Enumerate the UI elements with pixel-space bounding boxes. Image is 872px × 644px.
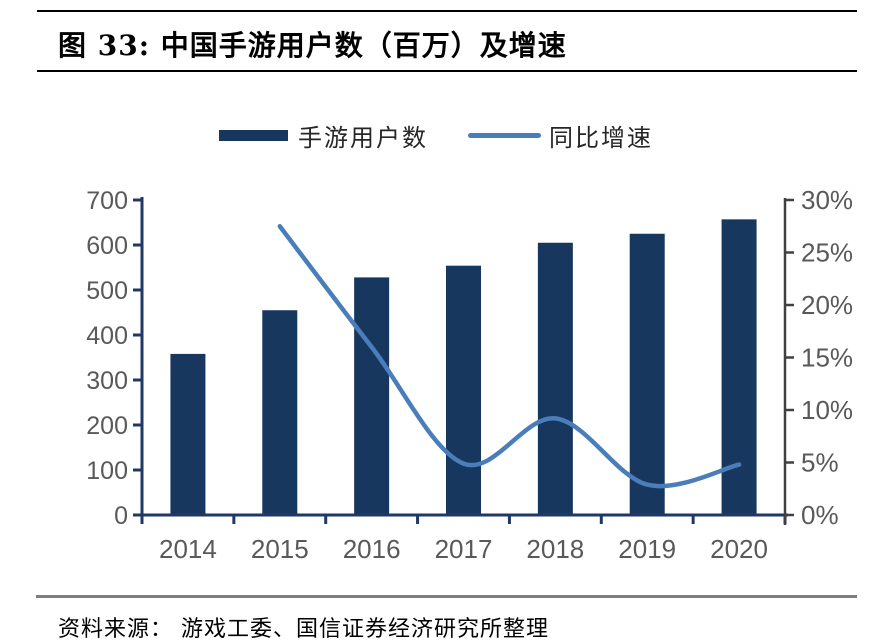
legend-bar-label: 手游用户数: [298, 123, 428, 152]
x-axis-tick-label: 2016: [343, 534, 401, 564]
bar-2019: [629, 233, 665, 515]
bar-2014: [170, 353, 206, 515]
bar-2018: [537, 242, 573, 515]
y2-axis-tick-label: 0%: [801, 500, 839, 530]
x-axis-tick-label: 2019: [618, 534, 676, 564]
x-axis: 2014 2015 2016 2017 2018 2019 2020: [140, 513, 788, 564]
y2-axis-tick-label: 15%: [801, 343, 853, 373]
bar-2016: [354, 277, 390, 515]
title-divider-rule: [37, 70, 857, 72]
figure-title: 图 33: 中国手游用户数（百万）及增速: [58, 29, 567, 62]
y2-axis-tick-label: 25%: [801, 238, 853, 268]
y2-axis-tick-label: 20%: [801, 290, 853, 320]
y2-axis-tick-label: 30%: [801, 185, 853, 215]
x-axis-tick-label: 2017: [435, 534, 493, 564]
y2-axis-tick-label: 10%: [801, 395, 853, 425]
source-divider-rule: [36, 595, 857, 598]
y-axis-tick-label: 600: [86, 232, 128, 260]
y-axis-tick-label: 700: [86, 187, 128, 215]
y-axis-tick-label: 300: [86, 367, 128, 395]
bar-2015: [262, 310, 298, 515]
y2-axis-tick-label: 5%: [801, 448, 839, 478]
top-rule: [37, 10, 857, 12]
y-axis-tick-label: 500: [86, 277, 128, 305]
y-axis-tick-label: 200: [86, 412, 128, 440]
growth-line: [277, 224, 742, 489]
bar-series: [170, 219, 757, 515]
x-axis-tick-label: 2014: [159, 534, 217, 564]
x-axis-tick-label: 2015: [251, 534, 309, 564]
y-axis-tick-label: 0: [114, 502, 128, 530]
legend-line-swatch: [468, 132, 541, 138]
left-axis: 0 100 200 300 400 500 600 700: [86, 187, 144, 530]
source-note: 资料来源： 游戏工委、国信证券经济研究所整理: [58, 617, 549, 642]
chart-legend: 手游用户数 同比增速: [0, 119, 872, 152]
y-axis-tick-label: 400: [86, 322, 128, 350]
y-axis-tick-label: 100: [86, 457, 128, 485]
legend-bar-swatch: [219, 129, 288, 141]
x-axis-tick-label: 2020: [710, 534, 768, 564]
bar-2017: [446, 265, 481, 515]
right-axis: 0% 5% 10% 15% 20% 25% 30%: [783, 185, 853, 530]
legend-line-label: 同比增速: [549, 123, 653, 152]
x-axis-tick-label: 2018: [526, 534, 584, 564]
